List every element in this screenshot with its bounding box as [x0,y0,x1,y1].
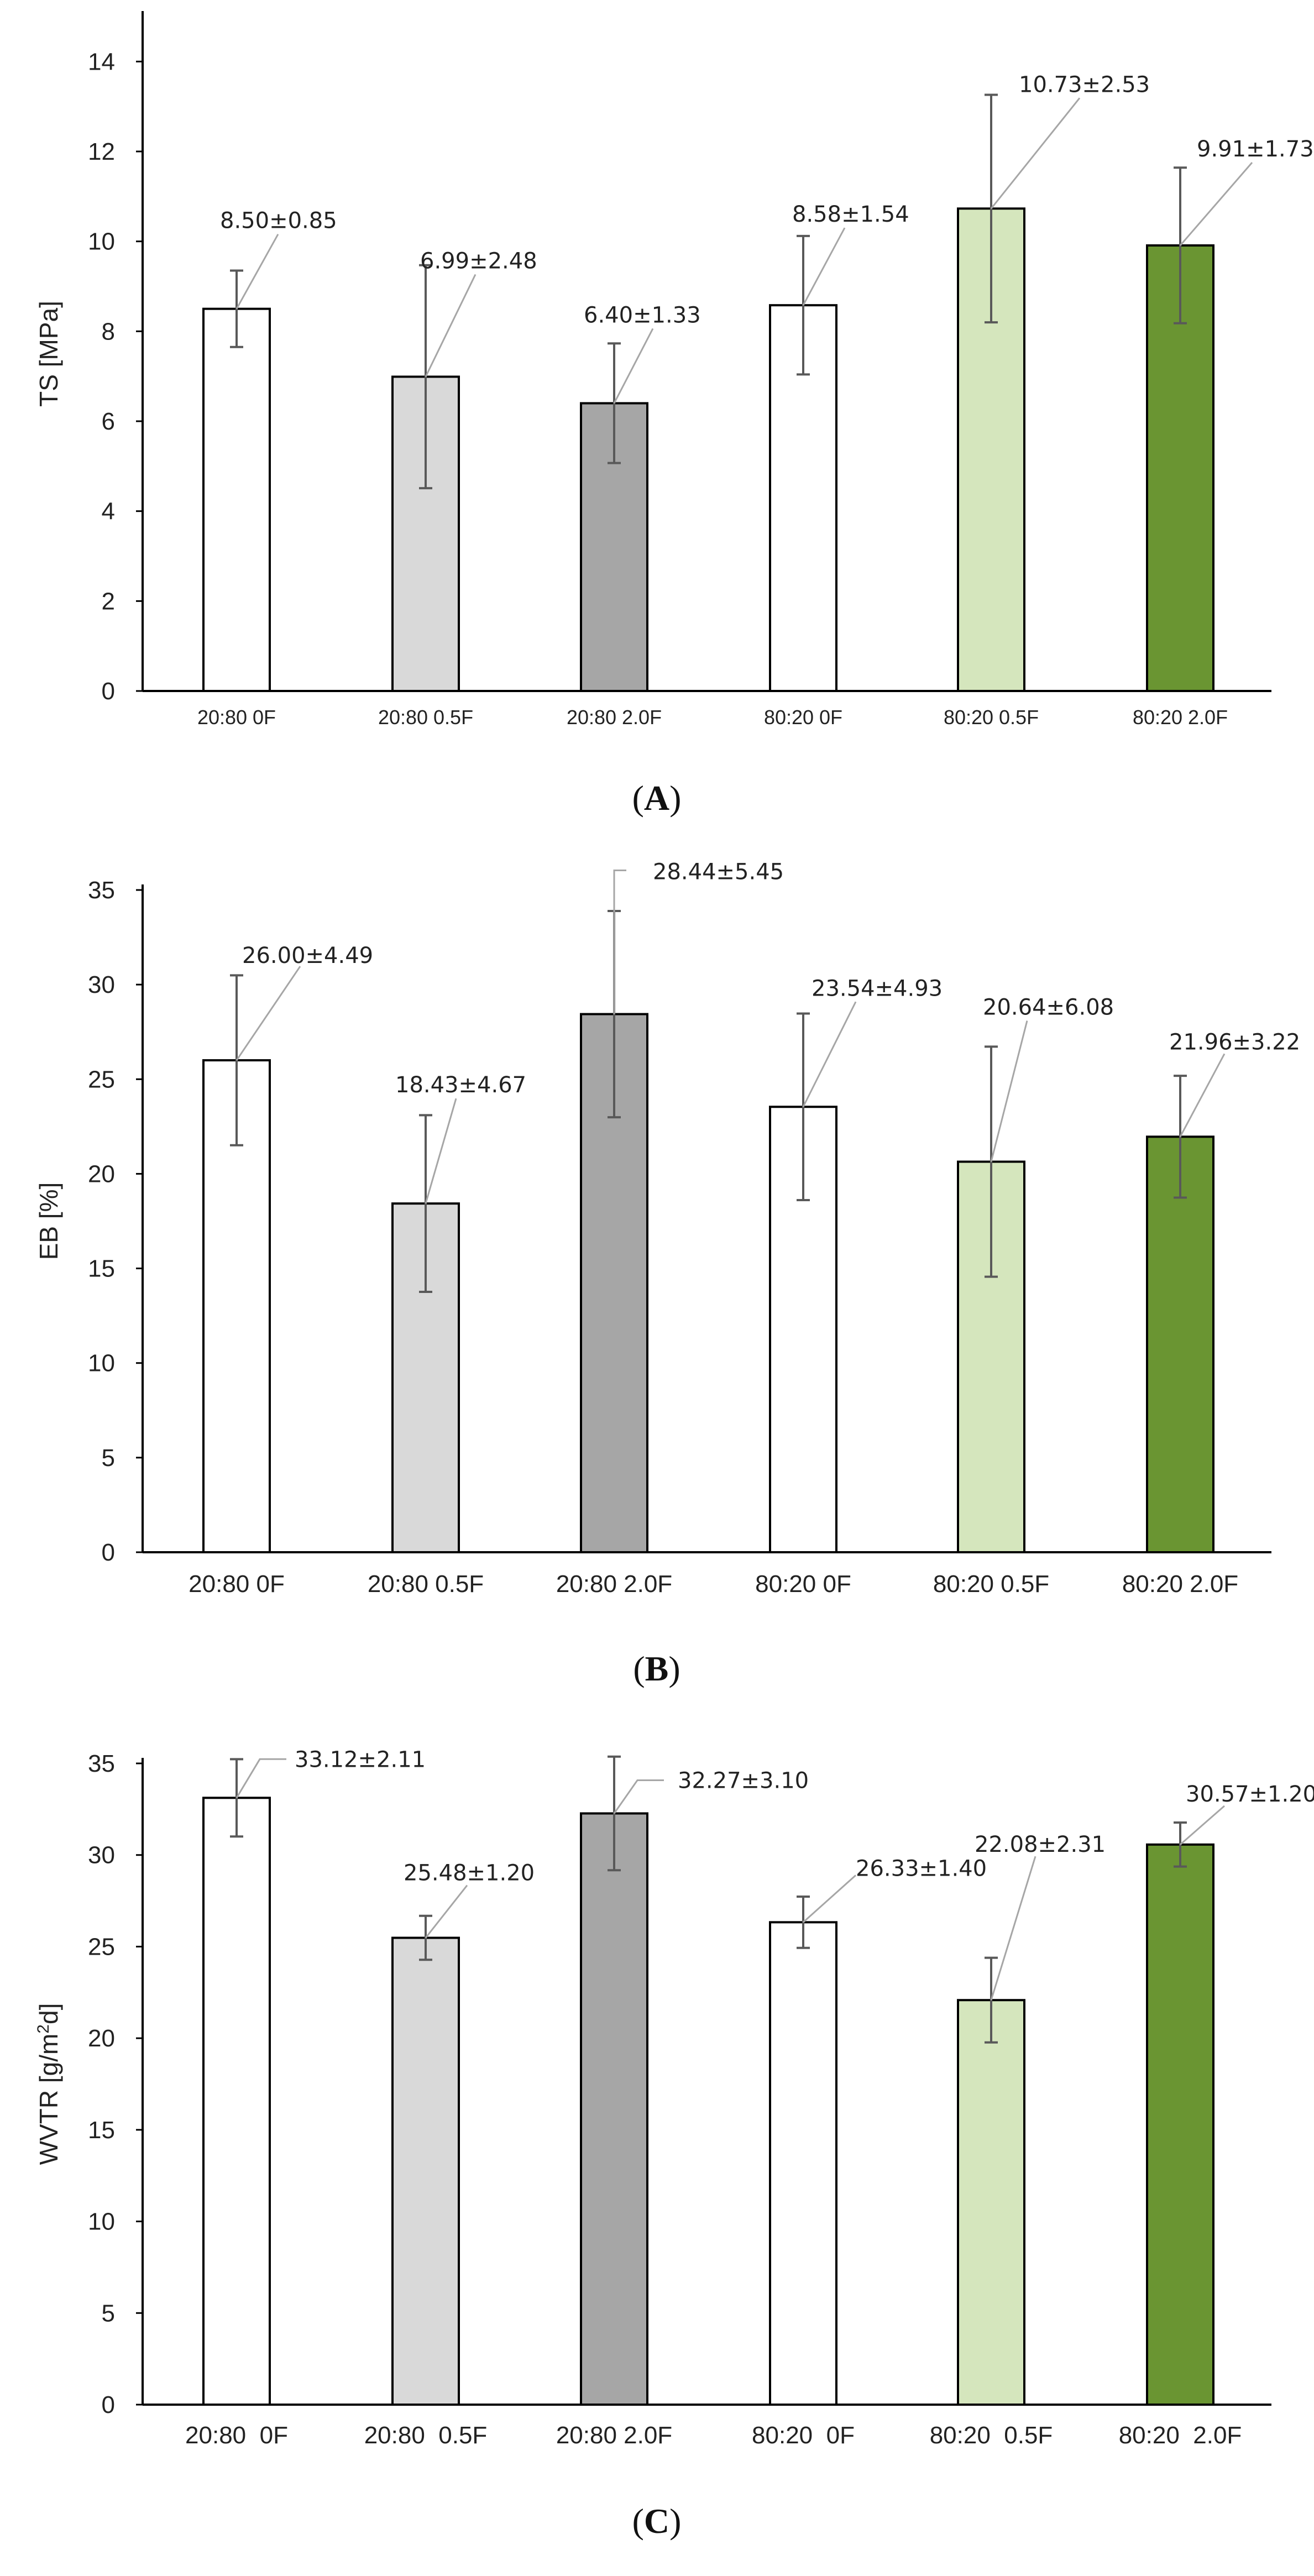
data-label-4: 8.58±1.54 [792,202,909,227]
y-tick-label: 35 [88,1750,115,1777]
data-label-2: 6.99±2.48 [420,248,537,274]
y-tick-label: 12 [88,138,115,165]
leader-line [235,1758,286,1799]
y-tick-label: 6 [102,408,115,435]
x-tick-label: 20:80 2.0F [556,2422,672,2449]
bar-6 [1146,1135,1214,1553]
y-tick-label: 20 [88,2025,115,2052]
leader-line [802,1875,857,1923]
x-tick-label: 20:80 0.5F [378,706,473,729]
y-tick-label: 10 [88,228,115,255]
x-tick-label: 80:20 0F [752,2422,855,2449]
x-tick-label: 80:20 2.0F [1122,1570,1238,1598]
leader-line [613,1779,664,1814]
x-tick-label: 80:20 0.5F [944,706,1039,729]
bar-1 [202,307,271,692]
data-label-6: 9.91±1.73 [1197,137,1314,162]
leader-line [235,966,301,1061]
y-tick-label: 4 [102,498,115,525]
leader-line [802,1001,857,1107]
data-label-1: 33.12±2.11 [295,1747,426,1772]
y-tick-label: 5 [102,2300,115,2327]
x-tick-label: 80:20 2.0F [1119,2422,1242,2449]
leader-line [425,274,477,378]
bar-4 [769,1921,837,2406]
bar-2 [391,1936,460,2406]
bar-6 [1146,1843,1214,2406]
y-tick-label: 0 [102,1539,115,1566]
leader-line [235,233,279,310]
data-label-3: 32.27±3.10 [678,1768,809,1793]
leader-line [802,227,846,306]
x-tick-label: 20:80 0F [189,1570,285,1598]
data-label-3: 6.40±1.33 [584,302,701,328]
data-label-5: 10.73±2.53 [1019,72,1150,97]
x-tick-label: 20:80 0F [197,706,276,729]
y-tick-label: 25 [88,1933,115,1960]
leader-line [425,1098,457,1204]
y-tick-label: 10 [88,1350,115,1377]
y-tick-label: 25 [88,1066,115,1093]
data-label-2: 18.43±4.67 [395,1072,526,1098]
x-tick-label: 80:20 0F [755,1570,851,1598]
x-tick-label: 20:80 2.0F [567,706,662,729]
x-tick-label: 20:80 0.5F [368,1570,484,1598]
panel-label-c: (C) [632,2501,682,2541]
chart-panel-c: 0 5 10 15 20 25 30 35 WVTR [g/m2d] 33.12±2.11 20:8… [34,1747,1314,2541]
panel-label-b: (B) [633,1649,680,1688]
y-tick-label: 5 [102,1444,115,1472]
leader-line [1180,1805,1225,1845]
y-tick-label: 20 [88,1160,115,1187]
y-tick-label: 2 [102,588,115,615]
y-tick-label: 15 [88,1255,115,1282]
leader-line [613,328,654,404]
data-label-4: 23.54±4.93 [812,976,943,1001]
y-tick-label: 8 [102,318,115,345]
data-label-5: 20.64±6.08 [983,995,1114,1020]
leader-line [425,1884,468,1939]
leader-line [613,870,626,1014]
bar-1 [202,1797,271,2406]
y-axis-title: TS [MPa] [34,301,63,407]
y-tick-label: 30 [88,971,115,998]
leader-line [990,1856,1036,2001]
y-tick-label: 10 [88,2208,115,2235]
x-tick-label: 80:20 2.0F [1133,706,1228,729]
x-tick-label: 20:80 0.5F [364,2422,488,2449]
y-axis-title: EB [%] [34,1182,63,1260]
x-tick-label: 20:80 2.0F [556,1570,672,1598]
data-label-3: 28.44±5.45 [653,860,784,885]
data-label-1: 26.00±4.49 [242,943,373,968]
data-label-6: 30.57±1.20 [1186,1782,1314,1807]
chart-panel-b: 0 5 10 15 20 25 30 35 EB [%] 26.00±4.49 20:80 0F 18… [34,860,1300,1688]
y-tick-label: 0 [102,2391,115,2418]
leader-line [1179,162,1253,246]
data-label-4: 26.33±1.40 [856,1856,987,1881]
leader-line [1179,1053,1226,1138]
x-tick-label: 80:20 0F [764,706,842,729]
data-label-2: 25.48±1.20 [404,1861,535,1886]
bar-5 [957,1999,1025,2406]
y-tick-label: 35 [88,877,115,904]
x-tick-label: 80:20 0.5F [933,1570,1049,1598]
chart-panel-a: 0 2 4 6 8 10 12 14 TS [MPa] 8.50±0.85 20:80 0F 6.99… [34,11,1314,818]
y-tick-label: 15 [88,2117,115,2144]
data-label-6: 21.96±3.22 [1169,1029,1300,1055]
y-tick-label: 0 [102,678,115,705]
data-label-5: 22.08±2.31 [975,1832,1106,1857]
y-tick-label: 30 [88,1842,115,1869]
x-tick-label: 80:20 0.5F [930,2422,1053,2449]
panel-label-a: (A) [632,778,682,818]
y-axis-title: WVTR [g/m2d] [34,2003,64,2165]
y-tick-label: 14 [88,48,115,75]
x-tick-label: 20:80 0F [185,2422,288,2449]
bar-3 [580,1812,648,2406]
leader-line [990,1020,1028,1162]
leader-line [990,97,1081,210]
data-label-1: 8.50±0.85 [220,208,337,234]
